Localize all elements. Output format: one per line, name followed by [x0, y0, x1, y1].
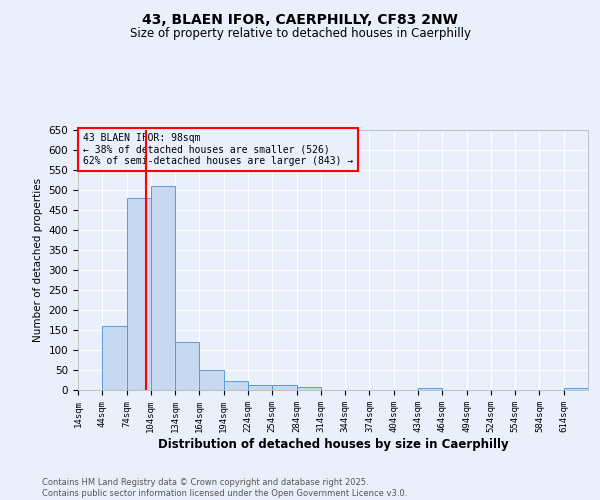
Y-axis label: Number of detached properties: Number of detached properties — [33, 178, 43, 342]
Bar — [418, 388, 442, 390]
Bar — [224, 381, 248, 390]
X-axis label: Distribution of detached houses by size in Caerphilly: Distribution of detached houses by size … — [158, 438, 508, 450]
Text: Contains HM Land Registry data © Crown copyright and database right 2025.
Contai: Contains HM Land Registry data © Crown c… — [42, 478, 407, 498]
Bar — [272, 385, 296, 390]
Bar — [127, 198, 151, 390]
Bar — [564, 388, 588, 390]
Bar — [199, 370, 224, 390]
Bar — [102, 326, 127, 390]
Text: 43 BLAEN IFOR: 98sqm
← 38% of detached houses are smaller (526)
62% of semi-deta: 43 BLAEN IFOR: 98sqm ← 38% of detached h… — [83, 132, 353, 166]
Bar — [296, 387, 321, 390]
Bar — [248, 385, 272, 390]
Text: Size of property relative to detached houses in Caerphilly: Size of property relative to detached ho… — [130, 28, 470, 40]
Text: 43, BLAEN IFOR, CAERPHILLY, CF83 2NW: 43, BLAEN IFOR, CAERPHILLY, CF83 2NW — [142, 12, 458, 26]
Bar — [151, 186, 175, 390]
Bar — [175, 342, 199, 390]
